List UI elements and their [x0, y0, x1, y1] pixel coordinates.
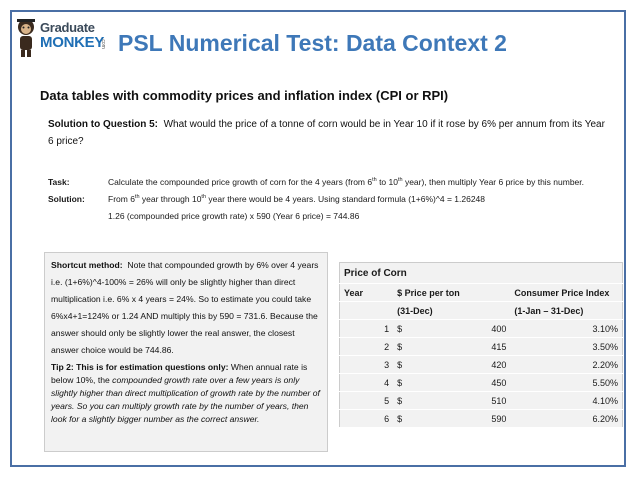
task-label: Task:	[48, 177, 70, 187]
cell-currency: $	[393, 409, 413, 428]
cell-price: 450	[412, 373, 511, 392]
task-row: Task: Calculate the compounded price gro…	[48, 174, 608, 191]
cell-currency: $	[393, 337, 413, 356]
cell-year: 5	[339, 391, 394, 410]
task-text: Calculate the compounded price growth of…	[108, 177, 585, 187]
cell-currency: $	[393, 355, 413, 374]
table-row: 3 $ 420 2.20%	[339, 355, 623, 374]
cell-currency: $	[393, 391, 413, 410]
cell-year: 1	[339, 319, 394, 338]
cell-cpi: 5.50%	[510, 373, 623, 392]
cell-year: 6	[339, 409, 394, 428]
subheader-cpi-date: (1-Jan – 31-Dec)	[510, 301, 623, 320]
graduate-monkey-logo: Graduate MONKEY .com	[14, 16, 106, 60]
table-row: 5 $ 510 4.10%	[339, 391, 623, 410]
cell-price: 415	[412, 337, 511, 356]
shortcut-box: Shortcut method: Note that compounded gr…	[44, 252, 328, 452]
cell-currency: $	[393, 373, 413, 392]
table-subheader-row: (31-Dec) (1-Jan – 31-Dec)	[339, 301, 623, 320]
solution-text: From 6th year through 10th year there wo…	[108, 194, 485, 221]
table-header-row: Year $ Price per ton Consumer Price Inde…	[339, 283, 623, 302]
cell-year: 4	[339, 373, 394, 392]
table-caption-row: Price of Corn	[339, 262, 623, 284]
cell-cpi: 6.20%	[510, 409, 623, 428]
table-row: 6 $ 590 6.20%	[339, 409, 623, 428]
solution-row: Solution: From 6th year through 10th yea…	[48, 191, 608, 225]
logo-text-com: .com	[100, 38, 106, 49]
cell-price: 590	[412, 409, 511, 428]
logo-text-graduate: Graduate	[40, 20, 95, 35]
tip-text: Tip 2: This is for estimation questions …	[51, 362, 320, 424]
cell-currency: $	[393, 319, 413, 338]
cell-price: 420	[412, 355, 511, 374]
table-row: 4 $ 450 5.50%	[339, 373, 623, 392]
cell-cpi: 2.20%	[510, 355, 623, 374]
cell-cpi: 3.50%	[510, 337, 623, 356]
cell-cpi: 4.10%	[510, 391, 623, 410]
header-price: $ Price per ton	[393, 283, 511, 302]
question-text: Solution to Question 5: What would the p…	[48, 116, 608, 150]
table-row: 1 $ 400 3.10%	[339, 319, 623, 338]
page-title: PSL Numerical Test: Data Context 2	[118, 30, 507, 56]
cell-year: 2	[339, 337, 394, 356]
monkey-icon	[17, 19, 35, 57]
question-label: Solution to Question 5:	[48, 119, 158, 130]
cell-cpi: 3.10%	[510, 319, 623, 338]
task-section: Task: Calculate the compounded price gro…	[48, 174, 608, 225]
table-row: 2 $ 415 3.50%	[339, 337, 623, 356]
subheader-price-date: (31-Dec)	[393, 301, 511, 320]
solution-label: Solution:	[48, 194, 85, 204]
page-subtitle: Data tables with commodity prices and in…	[40, 88, 449, 103]
question-body: What would the price of a tonne of corn …	[48, 119, 605, 147]
cell-price: 510	[412, 391, 511, 410]
logo-text-monkey: MONKEY	[40, 34, 105, 51]
cell-price: 400	[412, 319, 511, 338]
cell-year: 3	[339, 355, 394, 374]
header-year: Year	[339, 283, 394, 302]
corn-price-table: Price of Corn Year $ Price per ton Consu…	[339, 262, 623, 428]
shortcut-text: Shortcut method: Note that compounded gr…	[51, 260, 319, 355]
table-caption: Price of Corn	[339, 262, 623, 284]
header-cpi: Consumer Price Index	[510, 283, 623, 302]
